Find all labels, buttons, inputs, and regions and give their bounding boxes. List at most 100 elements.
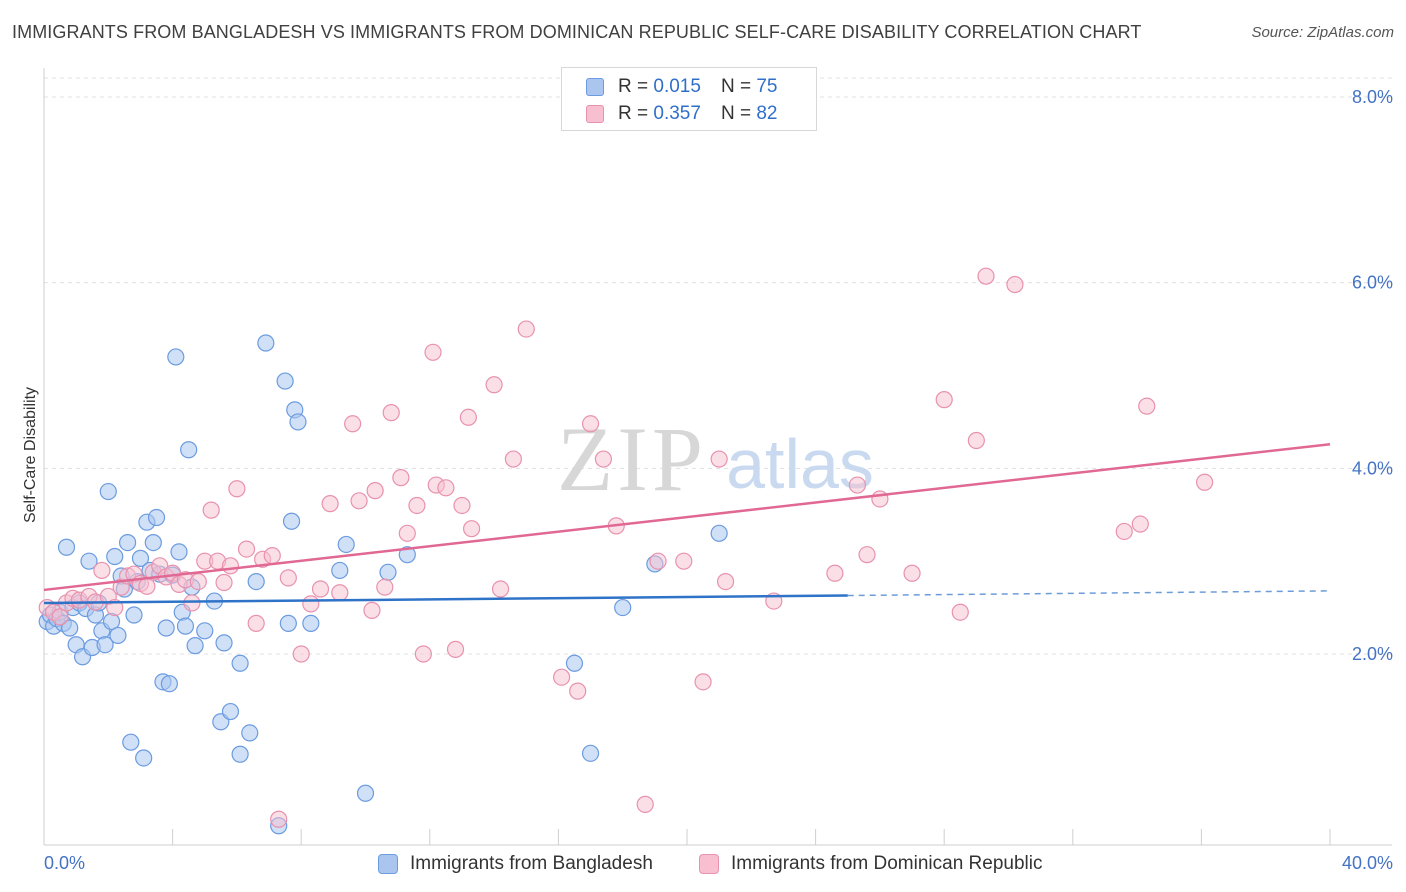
data-point-bangladesh bbox=[398, 546, 416, 564]
data-point-dominican bbox=[202, 501, 220, 519]
data-point-bangladesh bbox=[196, 622, 214, 640]
data-point-dominican bbox=[215, 573, 233, 592]
data-point-dominican bbox=[279, 569, 297, 587]
data-point-bangladesh bbox=[57, 538, 76, 556]
bottom-legend-bangladesh: Immigrants from Bangladesh bbox=[378, 851, 653, 877]
data-point-dominican bbox=[106, 598, 124, 617]
axes bbox=[43, 68, 1392, 846]
data-point-bangladesh bbox=[96, 636, 114, 654]
data-point-bangladesh bbox=[282, 512, 301, 530]
data-point-dominican bbox=[366, 482, 384, 500]
data-point-dominican bbox=[517, 320, 535, 338]
data-point-dominican bbox=[376, 578, 394, 596]
data-point-dominican bbox=[1115, 522, 1133, 541]
data-point-bangladesh bbox=[215, 634, 233, 652]
data-point-dominican bbox=[716, 572, 735, 591]
y-tick-label: 8.0% bbox=[1352, 87, 1393, 107]
data-point-bangladesh bbox=[99, 482, 117, 501]
data-point-dominican bbox=[649, 552, 667, 570]
data-point-bangladesh bbox=[135, 749, 153, 767]
data-point-dominican bbox=[581, 415, 600, 433]
data-point-dominican bbox=[292, 645, 310, 663]
legend-n-label: N = bbox=[720, 76, 752, 97]
data-point-bangladesh bbox=[231, 745, 249, 763]
source-credit: Source: ZipAtlas.com bbox=[1251, 24, 1394, 41]
data-point-bangladesh bbox=[125, 606, 143, 624]
data-point-dominican bbox=[247, 614, 265, 632]
data-point-dominican bbox=[485, 376, 503, 394]
data-point-dominican bbox=[311, 580, 330, 598]
data-point-bangladesh bbox=[614, 598, 632, 617]
watermark-atlas: atlas bbox=[726, 425, 874, 503]
data-point-bangladesh bbox=[337, 535, 355, 554]
data-point-dominican bbox=[321, 495, 339, 513]
chart-title: IMMIGRANTS FROM BANGLADESH VS IMMIGRANTS… bbox=[12, 22, 1142, 42]
data-point-bangladesh bbox=[167, 348, 185, 366]
y-tick-label: 4.0% bbox=[1352, 458, 1393, 478]
legend-n-value-bangladesh: 75 bbox=[756, 76, 778, 97]
bottom-legend-dominican: Immigrants from Dominican Republic bbox=[699, 851, 1043, 877]
data-point-bangladesh bbox=[581, 744, 600, 762]
data-point-bangladesh bbox=[710, 524, 728, 542]
data-point-dominican bbox=[350, 492, 368, 510]
data-point-dominican bbox=[183, 594, 201, 612]
data-point-bangladesh bbox=[144, 533, 162, 552]
data-point-dominican bbox=[675, 552, 693, 570]
bottom-legend-label-dominican: Immigrants from Dominican Republic bbox=[731, 853, 1043, 874]
data-point-dominican bbox=[710, 450, 728, 468]
watermark-zip: ZIP bbox=[557, 408, 707, 510]
legend-swatch-pink bbox=[586, 105, 604, 123]
data-point-dominican bbox=[848, 476, 866, 494]
data-point-dominican bbox=[569, 682, 587, 700]
legend-n-label: N = bbox=[720, 103, 752, 124]
data-point-dominican bbox=[462, 520, 481, 538]
data-point-dominican bbox=[437, 479, 455, 497]
data-point-bangladesh bbox=[186, 637, 204, 655]
data-point-bangladesh bbox=[106, 547, 124, 566]
legend: R = 0.015 N = 75 R = 0.357 N = 82 bbox=[561, 67, 817, 131]
data-point-dominican bbox=[424, 343, 442, 361]
data-point-dominican bbox=[237, 540, 256, 558]
data-point-bangladesh bbox=[231, 654, 249, 672]
data-point-bangladesh bbox=[170, 543, 188, 561]
data-point-dominican bbox=[1006, 275, 1024, 294]
tick-labels: 2.0% 4.0% 6.0% 8.0% 0.0% 40.0% bbox=[44, 87, 1393, 873]
data-point-bangladesh bbox=[356, 784, 375, 802]
data-point-dominican bbox=[270, 810, 288, 828]
y-axis-label: Self-Care Disability bbox=[22, 387, 39, 523]
data-point-dominican bbox=[398, 524, 416, 542]
data-point-dominican bbox=[453, 496, 471, 515]
data-point-dominican bbox=[935, 391, 953, 409]
trend-line-bangladesh bbox=[43, 594, 848, 605]
data-point-dominican bbox=[491, 580, 510, 598]
legend-r-label: R = bbox=[618, 76, 649, 97]
data-point-bangladesh bbox=[279, 614, 297, 632]
data-point-dominican bbox=[826, 564, 844, 582]
legend-r-value-dominican: 0.357 bbox=[653, 103, 701, 124]
bottom-legend-swatch-blue bbox=[378, 854, 398, 874]
data-point-dominican bbox=[1131, 515, 1149, 533]
data-point-dominican bbox=[636, 795, 654, 813]
y-tick-label: 2.0% bbox=[1352, 644, 1393, 664]
trend-line-dominican bbox=[43, 442, 1331, 592]
data-point-bangladesh bbox=[157, 619, 175, 637]
legend-r-value-bangladesh: 0.015 bbox=[653, 76, 701, 97]
trend-line-bangladesh-extension bbox=[847, 590, 1331, 597]
bottom-legend-swatch-pink bbox=[699, 854, 719, 874]
data-point-bangladesh bbox=[379, 563, 397, 581]
data-point-bangladesh bbox=[160, 675, 178, 693]
watermark: ZIP atlas bbox=[557, 408, 874, 510]
series-dominican-points bbox=[38, 267, 1214, 828]
data-point-dominican bbox=[382, 404, 400, 422]
y-tick-label: 6.0% bbox=[1352, 273, 1393, 293]
data-point-dominican bbox=[93, 561, 111, 580]
data-point-dominican bbox=[189, 572, 207, 591]
data-point-bangladesh bbox=[180, 441, 198, 459]
data-point-bangladesh bbox=[147, 508, 166, 527]
data-point-dominican bbox=[858, 546, 876, 564]
data-point-dominican bbox=[903, 564, 921, 582]
data-point-bangladesh bbox=[331, 561, 349, 580]
data-point-bangladesh bbox=[176, 617, 195, 635]
data-point-bangladesh bbox=[247, 572, 265, 591]
trend-lines bbox=[43, 442, 1331, 605]
